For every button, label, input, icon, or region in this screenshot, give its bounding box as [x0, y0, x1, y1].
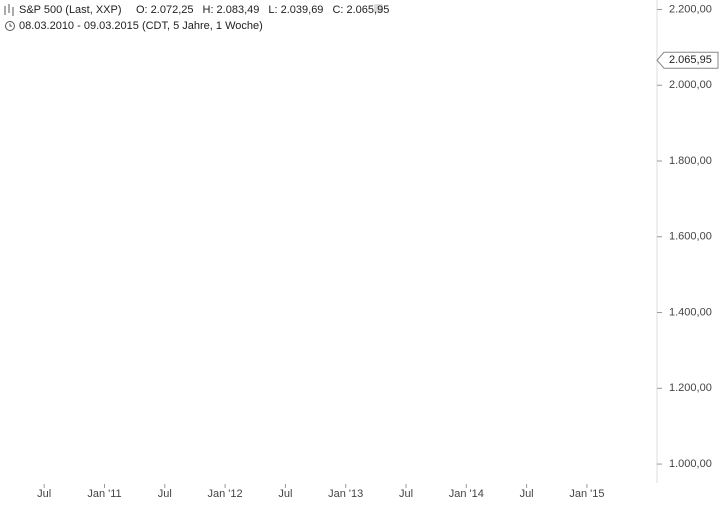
- y-tick-label: 1.800,00: [669, 155, 712, 167]
- x-tick-label: Jan '15: [569, 488, 604, 500]
- y-tick-label: 1.000,00: [669, 458, 712, 470]
- clock-icon: [5, 21, 15, 31]
- last-price-tag: [656, 51, 719, 69]
- x-tick-label: Jul: [37, 488, 51, 500]
- header-stat: O: 2.072,25: [136, 4, 194, 16]
- y-tick-label: 1.200,00: [669, 382, 712, 394]
- header-stat: L: 2.039,69: [268, 4, 323, 16]
- clock-hands: [9, 23, 12, 27]
- header-stat: C: 2.065,95: [332, 4, 389, 16]
- x-tick-label: Jul: [399, 488, 413, 500]
- x-tick-label: Jan '14: [449, 488, 484, 500]
- x-tick-label: Jan '13: [328, 488, 363, 500]
- chart-title: S&P 500 (Last, XXP): [19, 4, 122, 16]
- x-tick-label: Jul: [158, 488, 172, 500]
- x-tick-label: Jul: [520, 488, 534, 500]
- x-tick-label: Jul: [278, 488, 292, 500]
- last-price-label: 2.065,95: [669, 54, 712, 66]
- y-tick-label: 2.200,00: [669, 3, 712, 15]
- x-tick-label: Jan '12: [208, 488, 243, 500]
- y-tick-label: 2.000,00: [669, 79, 712, 91]
- subtitle: 08.03.2010 - 09.03.2015 (CDT, 5 Jahre, 1…: [19, 20, 263, 32]
- settings-button[interactable]: [374, 4, 383, 13]
- x-tick-label: Jan '11: [87, 488, 121, 500]
- title-icon: [4, 4, 14, 16]
- y-tick-label: 1.400,00: [669, 306, 712, 318]
- header-stat: H: 2.083,49: [203, 4, 260, 16]
- y-tick-label: 1.600,00: [669, 231, 712, 243]
